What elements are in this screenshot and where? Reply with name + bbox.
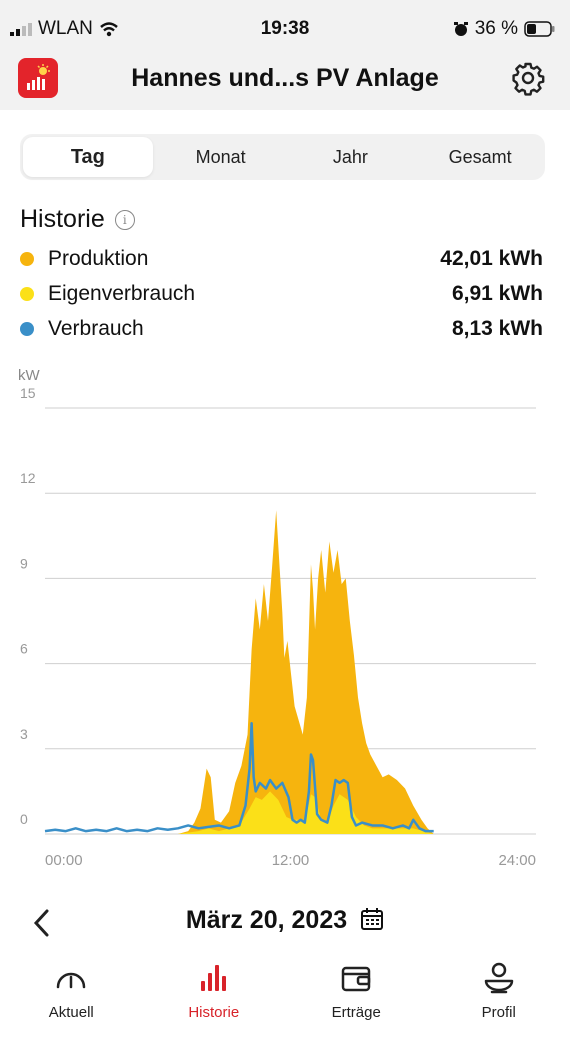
legend-label: Verbrauch xyxy=(48,317,144,340)
signal-icon xyxy=(10,23,32,36)
history-header: Historie i xyxy=(20,205,135,234)
verbrauch-dot-icon xyxy=(20,322,34,336)
status-right: 36 % xyxy=(453,18,556,40)
tab-monat[interactable]: Monat xyxy=(195,146,246,167)
wifi-icon xyxy=(100,22,118,37)
legend-label: Produktion xyxy=(48,247,149,270)
nav-profil[interactable]: Profil xyxy=(428,958,570,1044)
settings-button[interactable] xyxy=(510,60,546,96)
nav-label: Profil xyxy=(481,1004,516,1021)
nav-aktuell[interactable]: Aktuell xyxy=(0,958,143,1044)
x-tick-label: 00:00 xyxy=(45,852,83,869)
y-tick-label: 3 xyxy=(20,726,28,742)
solar-logo-icon xyxy=(27,64,50,90)
x-tick-label: 12:00 xyxy=(272,852,310,869)
nav-label: Historie xyxy=(188,1004,240,1021)
y-tick-label: 6 xyxy=(20,641,28,657)
produktion-area xyxy=(45,510,536,834)
info-icon[interactable]: i xyxy=(114,209,135,230)
legend-row-eigenverbrauch: Eigenverbrauch 6,91 kWh xyxy=(20,278,543,310)
date-label: März 20, 2023 xyxy=(185,906,348,934)
battery-icon xyxy=(524,21,555,37)
date-selector[interactable]: März 20, 2023 xyxy=(0,906,570,935)
legend-row-produktion: Produktion 42,01 kWh xyxy=(20,243,543,275)
x-tick-label: 24:00 xyxy=(498,852,536,869)
nav-label: Aktuell xyxy=(48,1004,94,1021)
y-axis-unit: kW xyxy=(18,367,41,384)
calendar-icon xyxy=(361,908,384,930)
app-bar: Hannes und...s PV Anlage xyxy=(0,50,570,110)
y-tick-label: 9 xyxy=(20,555,28,571)
nav-label: Erträge xyxy=(331,1004,381,1021)
legend-value: 8,13 kWh xyxy=(451,317,543,340)
nav-historie[interactable]: Historie xyxy=(143,958,286,1044)
battery-percent: 36 % xyxy=(474,18,518,39)
previous-day-button[interactable] xyxy=(32,908,52,938)
y-tick-label: 15 xyxy=(20,385,36,401)
eigenverbrauch-dot-icon xyxy=(20,287,34,301)
period-tabs: Tag Monat Jahr Gesamt xyxy=(20,134,545,180)
y-tick-label: 12 xyxy=(20,470,36,486)
date-navigator: März 20, 2023 xyxy=(0,900,570,944)
tab-tag[interactable]: Tag xyxy=(23,137,153,177)
tab-gesamt[interactable]: Gesamt xyxy=(448,146,512,167)
app-logo xyxy=(18,58,58,98)
legend-value: 42,01 kWh xyxy=(440,247,543,270)
legend-value: 6,91 kWh xyxy=(451,282,543,305)
bar-chart-icon xyxy=(200,965,226,991)
y-tick-label: 0 xyxy=(20,811,28,827)
bottom-navigation: Aktuell Historie Erträge xyxy=(0,958,570,1044)
carrier-label: WLAN xyxy=(38,18,93,39)
legend-row-verbrauch: Verbrauch 8,13 kWh xyxy=(20,313,543,345)
profile-icon xyxy=(484,962,513,994)
gauge-icon xyxy=(57,972,86,989)
produktion-dot-icon xyxy=(20,252,34,266)
verbrauch-line xyxy=(44,721,434,833)
wallet-icon xyxy=(342,966,371,992)
nav-ertraege[interactable]: Erträge xyxy=(285,958,428,1044)
status-time: 19:38 xyxy=(260,18,310,39)
eigenverbrauch-area xyxy=(45,791,536,834)
alarm-icon xyxy=(453,22,468,36)
history-title: Historie xyxy=(20,205,105,233)
legend-label: Eigenverbrauch xyxy=(48,282,196,305)
gear-icon xyxy=(512,62,545,96)
app-title: Hannes und...s PV Anlage xyxy=(131,64,439,92)
tab-jahr[interactable]: Jahr xyxy=(332,146,368,167)
status-left: WLAN xyxy=(10,18,119,40)
